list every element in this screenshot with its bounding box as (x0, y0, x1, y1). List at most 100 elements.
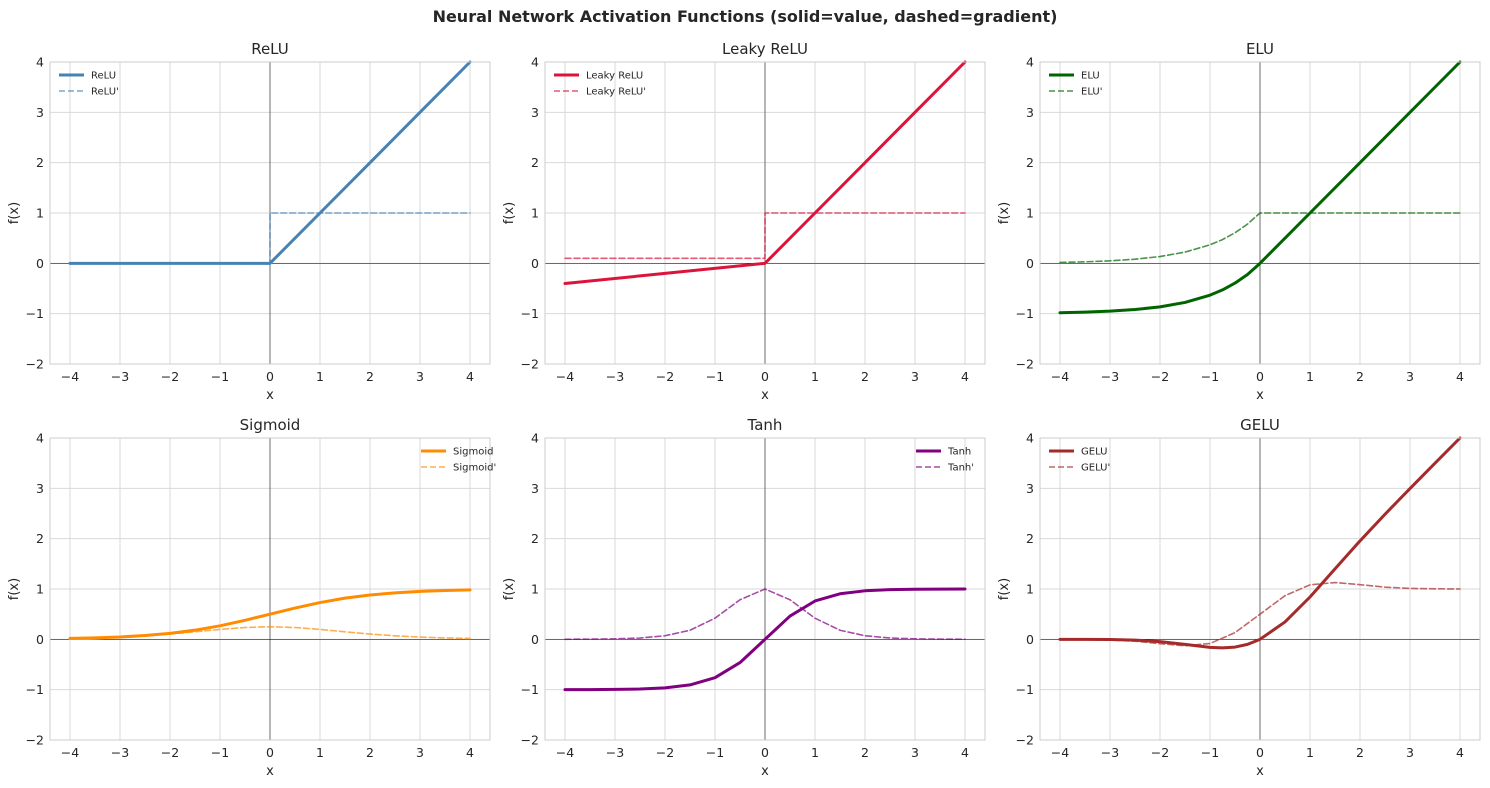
x-tick-label: 0 (761, 369, 769, 384)
subplot-title: ReLU (251, 40, 289, 58)
x-tick-label: −3 (606, 745, 624, 760)
figure-title: Neural Network Activation Functions (sol… (432, 7, 1058, 26)
x-tick-label: 2 (366, 745, 374, 760)
plot-frame (544, 437, 986, 741)
x-tick-label: −2 (161, 369, 179, 384)
x-tick-label: −3 (1101, 745, 1119, 760)
y-axis-label: f(x) (997, 578, 1012, 600)
x-tick-label: −2 (1151, 369, 1169, 384)
y-tick-label: −1 (1016, 306, 1034, 321)
x-tick-label: 1 (1306, 745, 1314, 760)
plot-frame (49, 437, 491, 741)
y-tick-label: −1 (521, 682, 539, 697)
series-line-sigmoid-gradient (69, 625, 471, 640)
y-tick-label: 2 (36, 155, 44, 170)
plot-frame (49, 61, 491, 365)
x-tick-label: 4 (1456, 369, 1464, 384)
legend-label: Sigmoid' (453, 463, 496, 474)
x-tick-label: 3 (911, 369, 919, 384)
x-tick-label: 2 (861, 745, 869, 760)
y-tick-label: 1 (1026, 206, 1034, 221)
y-tick-label: −2 (26, 733, 44, 748)
x-tick-label: 4 (466, 745, 474, 760)
series-line-gelu-value (1058, 436, 1462, 650)
x-tick-label: −4 (1051, 369, 1069, 384)
x-tick-label: −4 (1051, 745, 1069, 760)
y-tick-label: 3 (36, 105, 44, 120)
x-tick-label: −3 (111, 745, 129, 760)
legend: ELU ELU' (1049, 71, 1102, 98)
series-line-elu-gradient (1059, 212, 1461, 264)
y-tick-label: 4 (1026, 55, 1034, 70)
x-tick-label: −4 (556, 745, 574, 760)
x-tick-label: 1 (811, 745, 819, 760)
subplot-elu: −4 −3 −2 −1 0 1 2 3 4 −2 −1 0 1 2 3 4 ELU x f(x) ELU ELU' (997, 40, 1481, 403)
x-tick-label: 0 (761, 745, 769, 760)
x-tick-label: 3 (911, 745, 919, 760)
y-tick-label: 1 (531, 582, 539, 597)
y-axis-label: f(x) (7, 578, 22, 600)
y-axis-label: f(x) (997, 202, 1012, 224)
x-axis-label: x (761, 388, 769, 403)
y-tick-label: 4 (36, 55, 44, 70)
y-tick-label: 2 (36, 531, 44, 546)
y-tick-label: 4 (1026, 431, 1034, 446)
y-tick-label: 3 (1026, 105, 1034, 120)
y-tick-label: −1 (26, 682, 44, 697)
legend-label: Tanh (947, 447, 971, 458)
x-tick-label: 4 (466, 369, 474, 384)
subplot-title: ELU (1246, 40, 1274, 58)
series-line-leaky-relu-gradient (564, 212, 966, 260)
legend-label: ELU (1081, 71, 1100, 82)
legend-label: ELU' (1081, 87, 1102, 98)
x-tick-label: −1 (706, 745, 724, 760)
y-tick-label: 1 (1026, 582, 1034, 597)
plot-frame (544, 61, 986, 365)
subplot-tanh: −4 −3 −2 −1 0 1 2 3 4 −2 −1 0 1 2 3 4 Tanh x f(x) Tanh Tanh' (502, 416, 986, 779)
y-tick-label: 2 (1026, 531, 1034, 546)
y-tick-label: −2 (1016, 357, 1034, 372)
x-tick-label: −2 (656, 745, 674, 760)
legend-label: ReLU' (91, 87, 119, 98)
series-line-relu-gradient (69, 212, 471, 265)
y-tick-label: 2 (531, 155, 539, 170)
legend-label: Leaky ReLU' (586, 87, 646, 98)
y-tick-label: 2 (531, 531, 539, 546)
legend-label: ReLU (91, 71, 116, 82)
y-axis-label: f(x) (7, 202, 22, 224)
x-tick-label: 0 (266, 369, 274, 384)
series-line-leaky-relu-value (563, 60, 967, 285)
y-tick-label: 3 (531, 105, 539, 120)
y-tick-label: −1 (1016, 682, 1034, 697)
subplot-title: GELU (1240, 416, 1280, 434)
legend: GELU GELU' (1049, 447, 1110, 474)
x-tick-label: 1 (316, 745, 324, 760)
subplot-leaky-relu: −4 −3 −2 −1 0 1 2 3 4 −2 −1 0 1 2 3 4 Leaky ReLU x f(x) Lea… (502, 40, 986, 403)
subplot-title: Tanh (747, 416, 783, 434)
y-tick-label: 0 (1026, 632, 1034, 647)
subplot-gelu: −4 −3 −2 −1 0 1 2 3 4 −2 −1 0 1 2 3 4 GELU x f(x) GELU GELU' (997, 416, 1481, 779)
x-tick-label: −4 (556, 369, 574, 384)
x-tick-label: −3 (1101, 369, 1119, 384)
y-tick-label: −2 (521, 733, 539, 748)
x-tick-label: −1 (1201, 745, 1219, 760)
subplot-title: Sigmoid (240, 416, 301, 434)
y-tick-label: 3 (531, 481, 539, 496)
y-tick-label: 1 (36, 582, 44, 597)
legend-label: Sigmoid (453, 447, 493, 458)
legend: ReLU ReLU' (59, 71, 119, 98)
x-tick-label: 2 (1356, 369, 1364, 384)
x-tick-label: −1 (706, 369, 724, 384)
subplot-sigmoid: −4 −3 −2 −1 0 1 2 3 4 −2 −1 0 1 2 3 4 Sigmoid x f(x) Sigmoi… (7, 416, 496, 779)
x-tick-label: 3 (416, 369, 424, 384)
subplot-relu: −4 −3 −2 −1 0 1 2 3 4 −2 −1 0 1 2 3 4 ReLU x f(x) ReLU ReLU' (7, 40, 491, 403)
x-tick-label: −2 (161, 745, 179, 760)
x-axis-label: x (1256, 764, 1264, 779)
x-tick-label: −4 (61, 369, 79, 384)
x-tick-label: 3 (416, 745, 424, 760)
series-line-tanh-gradient (564, 588, 966, 641)
y-tick-label: −2 (521, 357, 539, 372)
x-tick-label: 3 (1406, 745, 1414, 760)
plot-frame (1039, 61, 1481, 365)
y-axis-label: f(x) (502, 202, 517, 224)
